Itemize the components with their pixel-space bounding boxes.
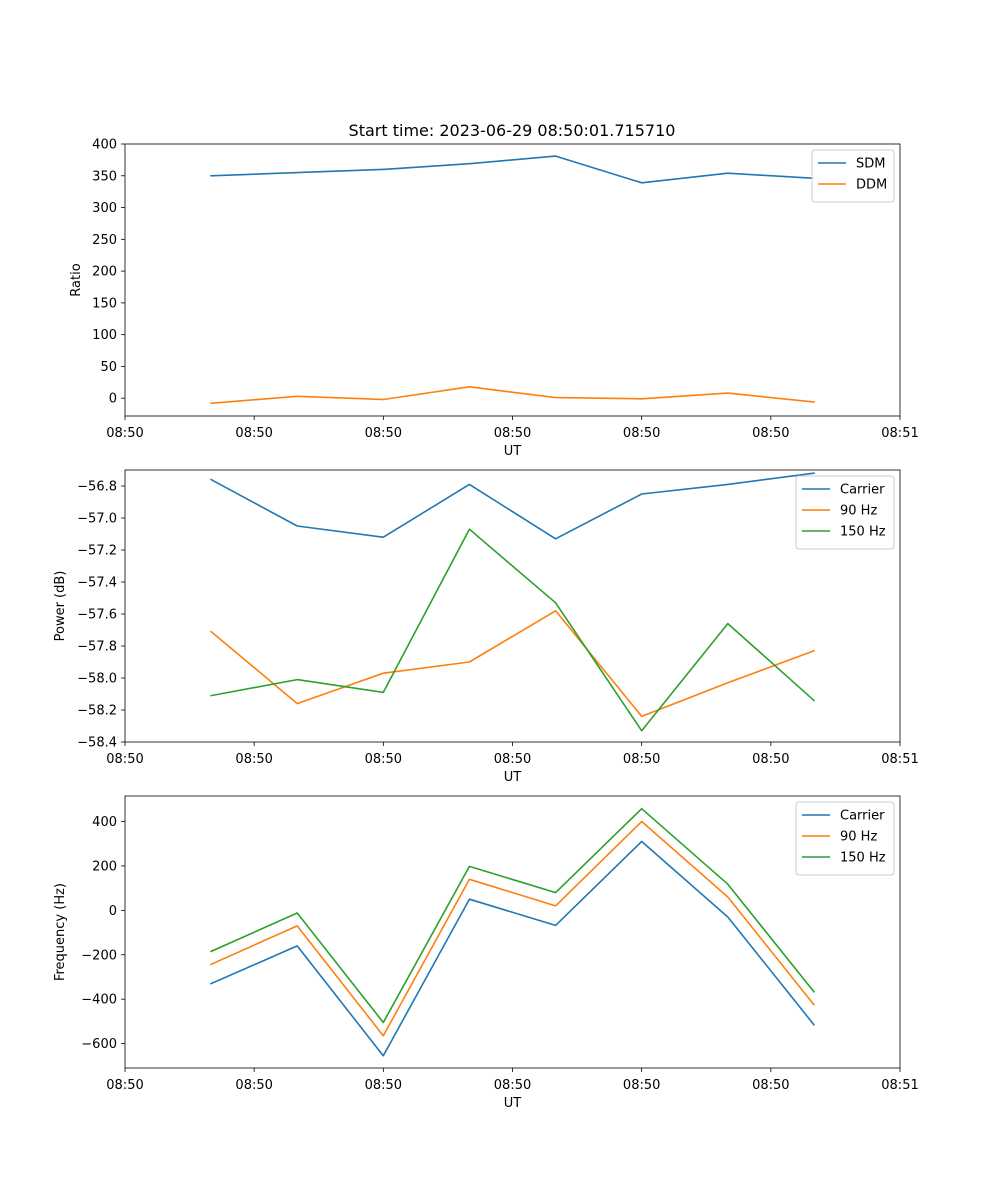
y-tick-label: −58.2 — [77, 704, 117, 719]
legend-item: 90 Hz — [802, 504, 877, 519]
legend-label: 90 Hz — [840, 830, 877, 845]
x-tick-label: 08:50 — [106, 1078, 143, 1093]
x-tick-label: 08:50 — [365, 426, 402, 441]
legend-label: Carrier — [840, 483, 885, 498]
chart-panel-2: 08:50 08:50 08:50 08:50 08:50 08:50 08:51 −58.4… — [53, 469, 919, 785]
x-tick-label: 08:50 — [623, 752, 660, 767]
y-tick-label: −58.4 — [77, 736, 117, 751]
figure-title: Start time: 2023-06-29 08:50:01.715710 — [349, 121, 676, 140]
legend-label: SDM — [856, 157, 885, 172]
x-tick-label: 08:50 — [106, 426, 143, 441]
axes-frame — [124, 143, 901, 417]
x-tick-label: 08:50 — [235, 426, 272, 441]
series-line-90-hz — [209, 609, 815, 718]
series-line-ddm — [210, 385, 815, 405]
y-tick-label: −400 — [81, 993, 117, 1008]
panels: 08:50 08:50 08:50 08:50 08:50 08:50 08:51 0 50 10… — [53, 138, 919, 1112]
legend-item: 150 Hz — [802, 851, 886, 866]
y-tick-label: −200 — [81, 948, 117, 963]
x-tick-label: 08:50 — [623, 426, 660, 441]
y-tick-label: −58.0 — [77, 672, 117, 687]
y-tick-label: 400 — [92, 815, 117, 830]
y-tick-label: −600 — [81, 1037, 117, 1052]
x-axis-label: UT — [504, 444, 522, 459]
legend-item: Carrier — [802, 809, 885, 824]
y-tick-label: −57.8 — [77, 640, 117, 655]
legend-label: DDM — [856, 178, 887, 193]
y-tick-label: −57.0 — [77, 512, 117, 527]
legend-item: 90 Hz — [802, 830, 877, 845]
x-tick-label: 08:50 — [623, 1078, 660, 1093]
x-tick-label: 08:50 — [235, 752, 272, 767]
x-tick-label: 08:50 — [494, 1078, 531, 1093]
y-tick-label: −56.8 — [77, 480, 117, 495]
x-tick-label: 08:50 — [365, 752, 402, 767]
series-line-150-hz — [210, 807, 816, 1024]
y-axis-label: Power (dB) — [53, 571, 68, 642]
series-line-150-hz — [210, 528, 816, 732]
x-tick-label: 08:50 — [494, 426, 531, 441]
x-axis-label: UT — [504, 1096, 522, 1111]
legend-item: Carrier — [802, 483, 885, 498]
legend-label: 150 Hz — [840, 851, 886, 866]
y-tick-label: 400 — [92, 138, 117, 153]
legend: SDM DDM — [811, 149, 895, 203]
chart-panel-1: 08:50 08:50 08:50 08:50 08:50 08:50 08:51 0 50 10… — [69, 138, 919, 460]
x-tick-label: 08:51 — [881, 1078, 918, 1093]
x-tick-label: 08:50 — [752, 752, 789, 767]
x-axis-label: UT — [504, 770, 522, 785]
legend-item: 150 Hz — [802, 525, 886, 540]
y-tick-label: 200 — [92, 859, 117, 874]
x-tick-label: 08:50 — [494, 752, 531, 767]
series-line-carrier — [210, 472, 815, 540]
y-tick-label: 0 — [109, 392, 117, 407]
y-axis-label: Frequency (Hz) — [53, 883, 68, 981]
series-line-90-hz — [210, 820, 816, 1037]
x-tick-label: 08:51 — [881, 426, 918, 441]
chart-panel-3: 08:50 08:50 08:50 08:50 08:50 08:50 08:51 −600 −… — [53, 795, 919, 1111]
series-line-carrier — [210, 840, 816, 1057]
y-tick-label: 150 — [92, 296, 117, 311]
y-tick-label: −57.2 — [77, 544, 117, 559]
y-tick-label: 300 — [92, 201, 117, 216]
legend-label: 150 Hz — [840, 525, 886, 540]
series-line-sdm — [210, 155, 815, 184]
y-axis-label: Ratio — [69, 263, 84, 296]
x-tick-label: 08:50 — [752, 1078, 789, 1093]
y-tick-label: 100 — [92, 328, 117, 343]
legend: Carrier 90 Hz 150 Hz — [795, 475, 895, 550]
axes-frame — [124, 795, 901, 1069]
x-tick-label: 08:50 — [235, 1078, 272, 1093]
y-tick-label: 50 — [100, 360, 117, 375]
y-tick-label: 200 — [92, 265, 117, 280]
legend-item: DDM — [818, 178, 887, 193]
legend: Carrier 90 Hz 150 Hz — [795, 801, 895, 876]
y-tick-label: 350 — [92, 169, 117, 184]
x-tick-label: 08:50 — [106, 752, 143, 767]
y-tick-label: 250 — [92, 233, 117, 248]
x-tick-label: 08:50 — [752, 426, 789, 441]
legend-item: SDM — [818, 157, 885, 172]
legend-label: Carrier — [840, 809, 885, 824]
y-tick-label: −57.4 — [77, 576, 117, 591]
y-tick-label: −57.6 — [77, 608, 117, 623]
x-tick-label: 08:50 — [365, 1078, 402, 1093]
legend-label: 90 Hz — [840, 504, 877, 519]
y-tick-label: 0 — [109, 904, 117, 919]
x-tick-label: 08:51 — [881, 752, 918, 767]
